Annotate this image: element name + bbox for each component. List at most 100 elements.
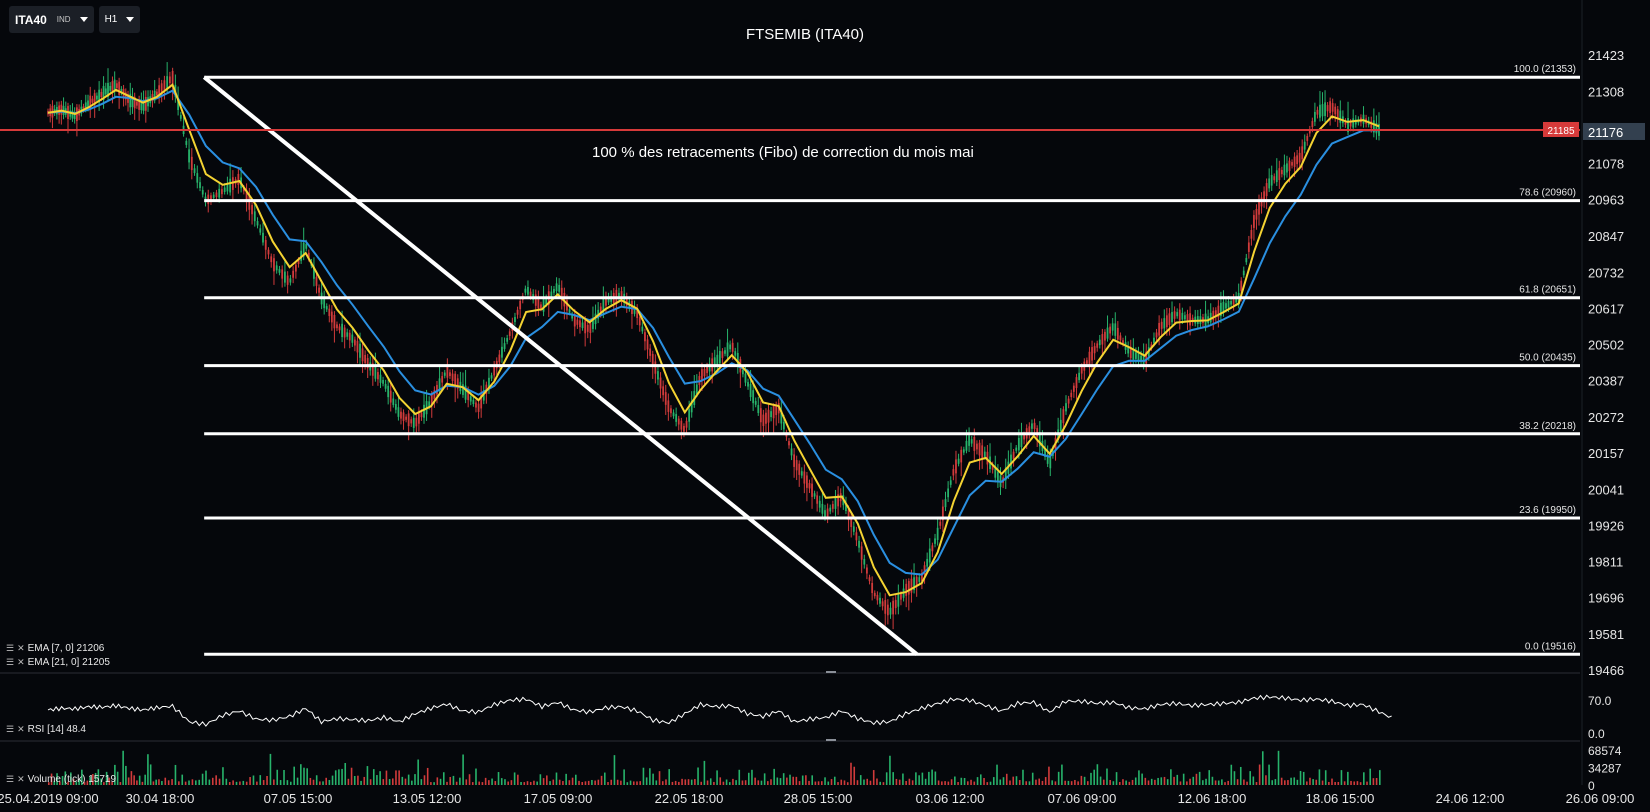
candle-body — [75, 107, 78, 122]
candle-body — [1020, 433, 1023, 448]
candle-body — [273, 258, 275, 272]
candle-body — [736, 353, 739, 367]
volume-bar — [944, 781, 946, 785]
candle-body — [886, 604, 889, 616]
volume-bar — [125, 765, 127, 785]
volume-bar — [136, 780, 138, 785]
volume-bar — [478, 781, 480, 785]
volume-bar — [1249, 771, 1251, 785]
settings-icon[interactable]: ☰ — [6, 724, 15, 734]
candle-body — [586, 324, 589, 332]
volume-bar — [786, 777, 788, 785]
candle-body — [584, 320, 587, 334]
volume-bar — [407, 774, 410, 785]
volume-bar — [983, 777, 985, 785]
volume-bar — [205, 770, 207, 785]
volume-bar — [347, 778, 350, 785]
candle-body — [210, 195, 212, 201]
candle-body — [120, 88, 123, 93]
volume-bar — [719, 777, 722, 785]
volume-bar — [507, 781, 509, 785]
volume-bar — [591, 779, 593, 785]
candle-body — [102, 86, 105, 100]
volume-bar — [208, 779, 211, 785]
volume-bar — [144, 774, 146, 785]
timeframe-selector[interactable]: H1 — [98, 6, 141, 33]
volume-bar — [1293, 777, 1296, 785]
volume-bar — [575, 774, 577, 785]
pane-resize-handle — [826, 671, 836, 673]
y-tick-label: 19581 — [1588, 627, 1624, 642]
fib-level-label: 78.6 (20960) — [1519, 188, 1576, 199]
candle-body — [1270, 174, 1273, 186]
candle-body — [672, 412, 675, 417]
volume-bar — [1002, 777, 1005, 785]
volume-bar — [526, 781, 529, 785]
volume-bar — [1274, 779, 1277, 785]
candle-body — [501, 346, 503, 358]
volume-bar — [581, 781, 584, 785]
candle-body — [1096, 343, 1099, 348]
legend-rsi[interactable]: ☰ ✕ RSI [14] 48.4 — [6, 724, 86, 735]
y-tick-label: 19926 — [1588, 518, 1624, 533]
volume-bar — [843, 780, 846, 785]
settings-icon[interactable]: ☰ — [6, 774, 15, 784]
close-icon[interactable]: ✕ — [17, 643, 25, 653]
volume-bar — [75, 781, 78, 785]
volume-bar — [911, 780, 914, 785]
candle-body — [970, 439, 973, 444]
volume-bar — [992, 777, 995, 785]
candle-body — [644, 332, 646, 342]
volume-bar — [1038, 778, 1040, 785]
volume-bar — [820, 781, 823, 785]
volume-bar — [167, 780, 170, 785]
volume-bar — [201, 773, 204, 785]
legend-ema7[interactable]: ☰ ✕ EMA [7, 0] 21206 — [6, 643, 104, 654]
volume-bar — [449, 776, 452, 785]
volume-bar — [1150, 778, 1153, 785]
volume-bar — [607, 782, 609, 785]
candle-body — [918, 577, 921, 582]
candle-body — [1114, 323, 1117, 336]
legend-ema21[interactable]: ☰ ✕ EMA [21, 0] 21205 — [6, 657, 110, 668]
settings-icon[interactable]: ☰ — [6, 643, 15, 653]
candle-body — [1375, 123, 1378, 134]
candle-body — [1242, 270, 1245, 276]
volume-bar — [417, 759, 419, 785]
candle-body — [724, 350, 726, 354]
legend-volume[interactable]: ☰ ✕ Volume (tick) 15719 — [6, 774, 116, 785]
candle-body — [454, 373, 457, 387]
volume-bar — [1041, 780, 1044, 785]
close-icon[interactable]: ✕ — [17, 657, 25, 667]
candle-body — [1033, 422, 1036, 429]
volume-bar — [1147, 780, 1150, 785]
symbol-selector[interactable]: ITA40 IND — [9, 6, 94, 33]
volume-bar — [620, 780, 622, 785]
volume-bar — [741, 780, 744, 785]
close-icon[interactable]: ✕ — [17, 724, 25, 734]
volume-bar — [269, 753, 272, 785]
candle-body — [156, 91, 158, 96]
volume-bar — [1224, 782, 1226, 785]
volume-bar — [837, 782, 839, 785]
legend-ema7-label: EMA [7, 0] 21206 — [27, 643, 105, 654]
candle-body — [325, 306, 328, 310]
volume-bar — [671, 781, 674, 785]
candle-body — [160, 83, 163, 93]
candle-body — [703, 368, 706, 377]
candle-body — [1106, 327, 1109, 339]
candle-body — [664, 392, 667, 405]
candle-body — [662, 386, 665, 396]
volume-bar — [872, 770, 875, 785]
candle-body — [800, 471, 803, 476]
close-icon[interactable]: ✕ — [17, 774, 25, 784]
volume-bar — [382, 779, 385, 785]
candle-body — [402, 412, 405, 421]
candle-body — [952, 469, 955, 476]
candle-body — [1319, 104, 1321, 118]
candle-body — [188, 149, 190, 163]
settings-icon[interactable]: ☰ — [6, 657, 15, 667]
candle-body — [142, 100, 145, 111]
candle-body — [190, 156, 193, 171]
